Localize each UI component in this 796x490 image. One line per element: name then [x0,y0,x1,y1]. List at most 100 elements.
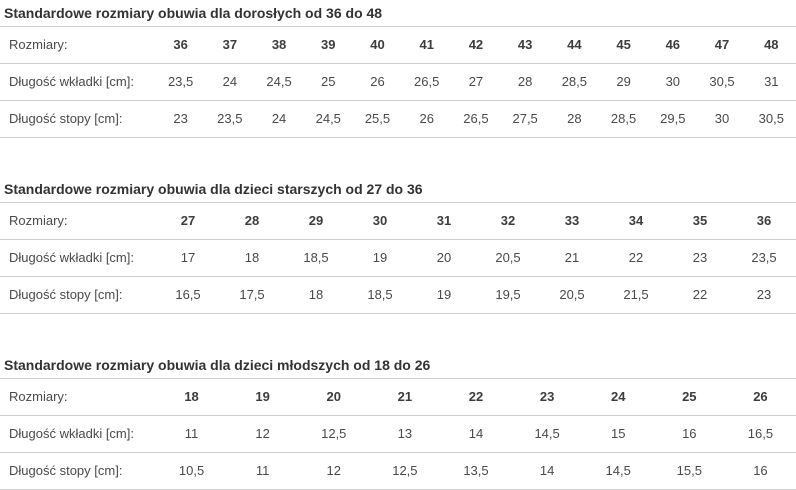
size-value: 18 [184,389,199,404]
length-value: 12 [255,426,270,441]
length-value: 31 [764,74,779,89]
length-value: 16 [753,463,768,478]
length-value: 14,5 [534,426,560,441]
length-value: 12,5 [392,463,418,478]
size-value: 44 [567,37,582,52]
size-table-older-children: Rozmiary: 27 28 29 30 31 32 33 34 35 36 Długość wkł… [0,202,796,314]
size-value: 28 [244,213,260,228]
length-value: 11 [184,426,199,441]
length-value: 14 [539,463,555,478]
length-value: 12 [326,463,341,478]
length-value: 15 [610,426,626,441]
size-table-younger-children: Rozmiary: 18 19 20 21 22 23 24 25 26 Długość wkład… [0,378,796,490]
size-value: 42 [468,37,484,52]
size-value: 25 [682,389,697,404]
size-value: 43 [517,37,533,52]
length-value: 16 [682,426,697,441]
size-value: 32 [500,213,516,228]
length-row: Długość stopy [cm]: 16,5 17,5 18 18,5 19 19,5 2… [0,276,796,314]
length-value: 19 [372,250,388,265]
length-row: Długość wkładki [cm]: 23,5 24 24,5 25 26 26,5 2… [0,63,796,101]
length-value: 24,5 [266,74,292,89]
length-value: 28,5 [610,111,637,126]
size-value: 29 [308,213,324,228]
length-value: 18 [308,287,324,302]
length-value: 16,5 [175,287,201,302]
length-value: 24,5 [315,111,341,126]
length-value: 29 [616,74,631,89]
length-value: 20 [436,250,452,265]
length-value: 30 [665,74,681,89]
size-value: 21 [397,389,413,404]
section-title-younger-children: Standardowe rozmiary obuwia dla dzieci m… [4,357,431,373]
size-value: 48 [764,37,779,52]
size-value: 31 [436,213,452,228]
length-value: 23 [173,111,188,126]
length-value: 24 [271,111,287,126]
row-label: Rozmiary: [9,37,68,52]
length-value: 30,5 [709,74,735,89]
length-value: 13 [397,426,413,441]
sizes-header-row: Rozmiary: 18 19 20 21 22 23 24 25 26 [0,378,796,416]
row-label: Rozmiary: [9,213,68,228]
row-label: Długość wkładki [cm]: [9,74,134,89]
row-label: Długość stopy [cm]: [9,111,123,126]
size-value: 33 [564,213,580,228]
length-value: 17,5 [239,287,265,302]
size-value: 41 [419,37,434,52]
size-value: 38 [271,37,287,52]
row-label: Długość wkładki [cm]: [9,426,134,441]
row-label: Rozmiary: [9,389,68,404]
length-value: 24 [222,74,238,89]
length-value: 15,5 [676,463,702,478]
length-value: 26,5 [414,74,440,89]
row-label: Długość wkładki [cm]: [9,250,134,265]
sizes-header-row: Rozmiary: 36 37 38 39 40 41 42 43 44 45 46 47 48 [0,26,796,64]
size-value: 30 [372,213,388,228]
length-value: 20,5 [559,287,585,302]
size-value: 39 [321,37,336,52]
row-label: Długość stopy [cm]: [9,287,123,302]
length-value: 23,5 [751,250,777,265]
length-value: 28 [567,111,582,126]
length-value: 19,5 [495,287,521,302]
length-value: 14,5 [605,463,631,478]
length-value: 26 [419,111,434,126]
length-row: Długość stopy [cm]: 23 23,5 24 24,5 25,5 26 26,… [0,100,796,138]
size-value: 22 [468,389,484,404]
size-value: 34 [628,213,644,228]
size-value: 45 [616,37,631,52]
length-value: 23 [756,287,772,302]
length-value: 26 [370,74,385,89]
length-value: 30,5 [758,111,784,126]
section-title-adults: Standardowe rozmiary obuwia dla dorosłyc… [4,5,383,21]
length-value: 21 [564,250,580,265]
length-value: 18,5 [367,287,393,302]
section-title-older-children: Standardowe rozmiary obuwia dla dzieci s… [4,181,423,197]
length-value: 25 [321,74,336,89]
size-value: 24 [610,389,626,404]
length-value: 13,5 [463,463,489,478]
length-value: 17 [180,250,196,265]
length-row: Długość stopy [cm]: 10,5 11 12 12,5 13,5 14 14,… [0,452,796,490]
size-section-adults: Standardowe rozmiary obuwia dla dorosłyc… [0,5,796,138]
length-value: 20,5 [495,250,521,265]
size-value: 46 [665,37,681,52]
length-value: 27,5 [512,111,538,126]
size-value: 27 [180,213,196,228]
length-value: 27 [468,74,484,89]
length-value: 10,5 [178,463,205,478]
size-value: 35 [692,213,708,228]
size-value: 26 [753,389,768,404]
size-value: 20 [326,389,341,404]
length-value: 26,5 [463,111,489,126]
length-value: 11 [255,463,270,478]
size-value: 23 [539,389,555,404]
length-value: 30 [714,111,730,126]
length-value: 22 [692,287,708,302]
length-value: 28,5 [561,74,588,89]
length-value: 29,5 [660,111,686,126]
length-value: 23,5 [217,111,243,126]
length-value: 14 [468,426,484,441]
length-value: 16,5 [747,426,774,441]
